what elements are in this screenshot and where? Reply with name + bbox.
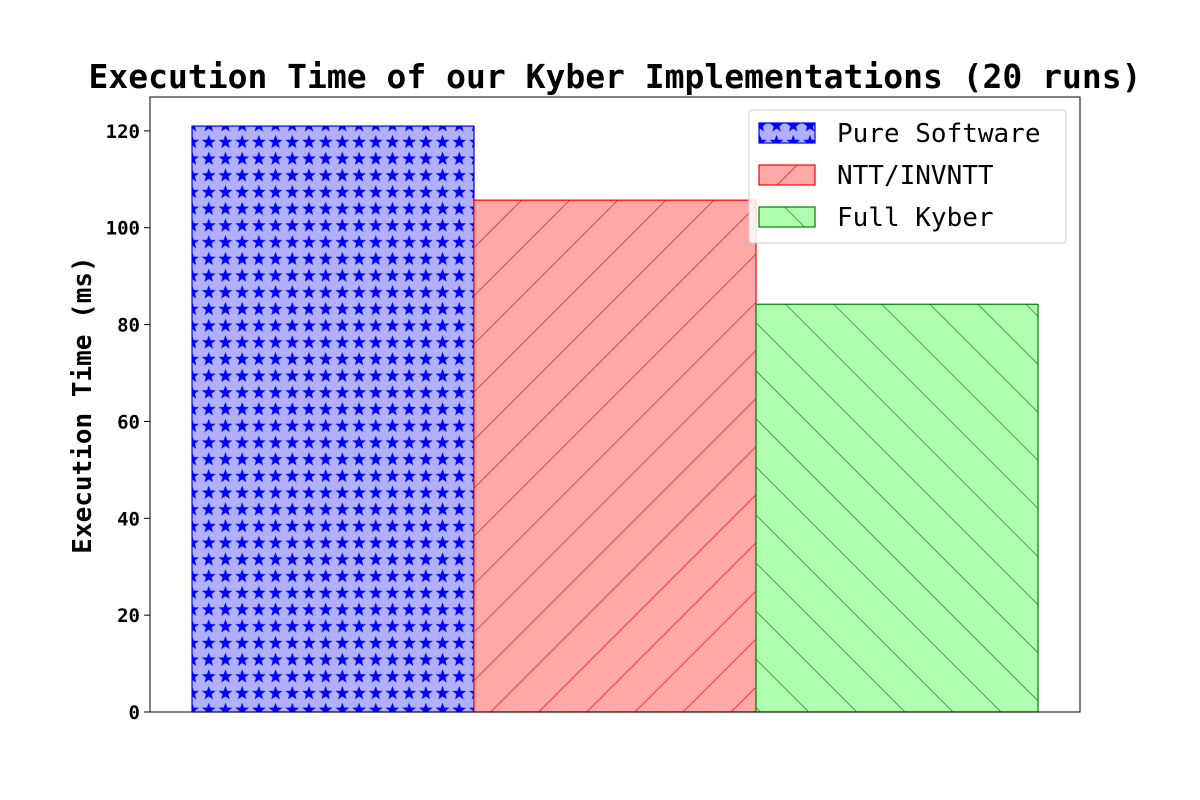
legend-box	[748, 109, 1067, 244]
legend-label: NTT/INVNTT	[837, 161, 994, 191]
y-tick-label: 60	[117, 411, 140, 433]
legend-label: Pure Software	[837, 119, 1041, 149]
legend-swatch	[758, 122, 816, 144]
bar-ntt-invntt	[473, 199, 757, 713]
bar-pure-software	[191, 125, 475, 713]
bars-layer	[191, 125, 1039, 713]
y-tick-label: 80	[117, 315, 140, 337]
legend: Pure Software NTT/INVNTT Full Kyber	[748, 109, 1067, 244]
plot-frame	[149, 96, 1081, 713]
y-tick-label: 40	[117, 508, 140, 530]
y-axis-label: Execution Time (ms)	[68, 256, 98, 553]
legend-swatch	[758, 206, 816, 228]
y-tick-label: 0	[129, 702, 140, 724]
bar-full-kyber	[755, 303, 1039, 713]
legend-swatch	[758, 164, 816, 186]
y-tick-label: 20	[117, 605, 140, 627]
y-axis: 0 20 40 60 80 100 120	[106, 121, 150, 724]
chart-title: Execution Time of our Kyber Implementati…	[89, 57, 1142, 96]
legend-label: Full Kyber	[837, 203, 994, 233]
y-tick-label: 120	[106, 121, 140, 143]
y-tick-label: 100	[106, 218, 140, 240]
